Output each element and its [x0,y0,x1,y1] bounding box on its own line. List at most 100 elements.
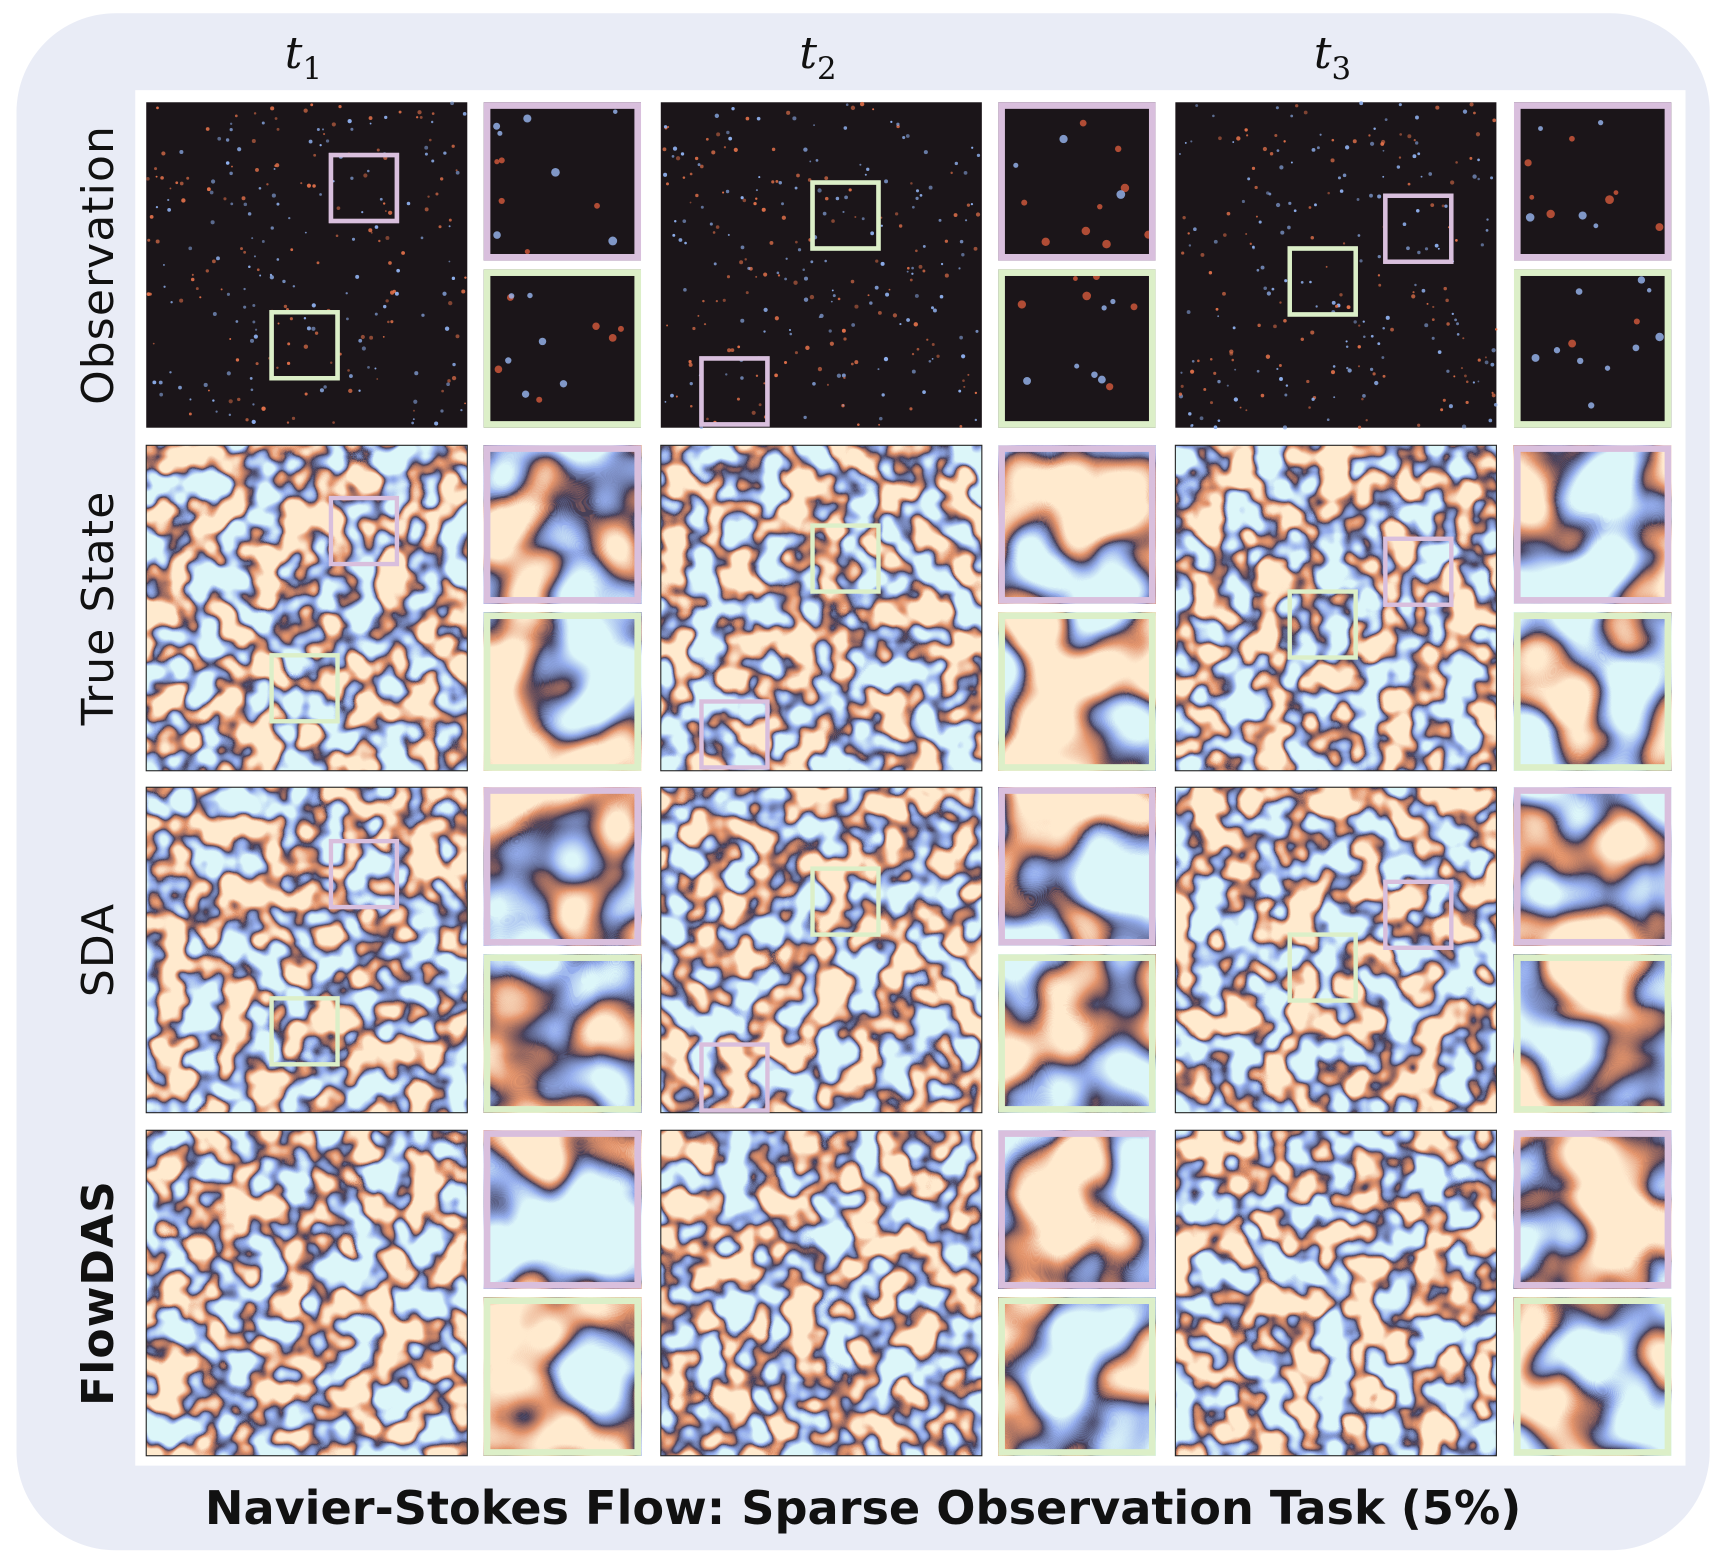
observation-dot [167,207,171,212]
observation-dot [899,323,902,326]
observation-dot [1233,397,1239,402]
observation-dot [1456,333,1460,336]
zoom-dot [608,236,618,246]
observation-dot [763,382,766,385]
zoom-border [1513,954,1672,1113]
observation-dot [905,134,910,138]
observation-dot [914,293,919,298]
zoom-dot [551,167,560,177]
observation-dot [792,116,797,121]
zoom-dot [1577,357,1584,365]
observation-dot [387,320,390,324]
observation-dot [828,329,832,333]
observation-dot [869,301,873,305]
observation-dot [1283,319,1287,323]
observation-dot [358,389,361,392]
zoom-dot [1588,402,1595,409]
zoom-box-pink [699,356,770,427]
observation-dot [1190,140,1193,143]
observation-dot [926,338,929,341]
observation-dot [394,291,399,296]
observation-dot [725,373,728,376]
observation-dot [1411,294,1416,299]
observation-dot [220,288,223,291]
observation-dot [854,216,857,219]
observation-dot [191,273,194,276]
observation-dot [1462,109,1468,114]
observation-dot [148,292,152,296]
observation-dot [859,101,865,107]
observation-dot [167,198,170,202]
observation-dot [1417,423,1421,427]
observation-dot [1279,301,1282,304]
observation-dot [434,421,439,426]
observation-dot [824,259,827,263]
column-header-base: t [285,28,303,79]
observation-dot [795,240,798,244]
observation-dot [428,138,432,142]
observation-dot [438,225,442,229]
observation-dot [706,417,709,421]
observation-dot [256,268,260,272]
observation-dot [361,346,366,351]
observation-dot [812,381,816,386]
observation-dot [1193,227,1197,232]
observation-dot [382,335,385,338]
observation-dot [763,307,768,312]
zoom-image [998,612,1156,771]
observation-dot [1377,274,1381,277]
observation-dot [1178,392,1183,396]
observation-dot [910,182,913,185]
observation-dot [330,361,333,364]
observation-dot [253,255,256,258]
observation-dot [857,423,860,426]
observation-dot [228,399,233,404]
flow-image [1175,1130,1497,1456]
zoom-dot [527,292,533,299]
observation-dot [1195,104,1199,107]
observation-dot [243,305,247,309]
zoom-dot [494,365,503,374]
observation-dot [245,418,249,422]
zoom-box-pink [1383,193,1454,264]
observation-dot [358,338,363,343]
observation-dot [682,176,686,179]
observation-dot [1415,141,1419,145]
flow-image-border [660,1129,983,1457]
observation-dot [909,407,913,411]
observation-dot [1484,356,1487,359]
zoom-image [483,787,642,946]
observation-dot [731,106,735,111]
observation-dot [1346,366,1349,370]
observation-dot [1491,391,1494,394]
observation-dot [216,256,220,261]
observation-dot [231,165,233,168]
observation-dot [1244,128,1248,132]
observation-dot [170,301,173,304]
observation-dot [1462,337,1465,340]
observation-dot [1454,318,1457,322]
observation-dot [705,137,709,141]
observation-dot [785,257,788,260]
zoom-box-pink [699,1042,770,1113]
column-header-sub: 2 [817,51,837,87]
observation-dot [699,164,704,169]
observation-dot [675,156,681,161]
observation-dot [1249,242,1252,245]
observation-dot [1443,286,1447,291]
observation-dot [223,197,227,201]
observation-dot [388,261,392,265]
observation-dot [918,264,923,269]
observation-dot [1288,201,1292,205]
observation-dot [1344,145,1350,150]
observation-dot [319,144,322,147]
zoom-dot [594,202,600,209]
observation-dot [670,393,674,398]
observation-dot [1282,425,1288,430]
observation-dot [446,382,450,387]
observation-dot [818,316,821,319]
zoom-image [998,787,1156,946]
observation-dot [1369,367,1374,372]
observation-dot [415,116,419,119]
observation-dot [447,379,451,383]
